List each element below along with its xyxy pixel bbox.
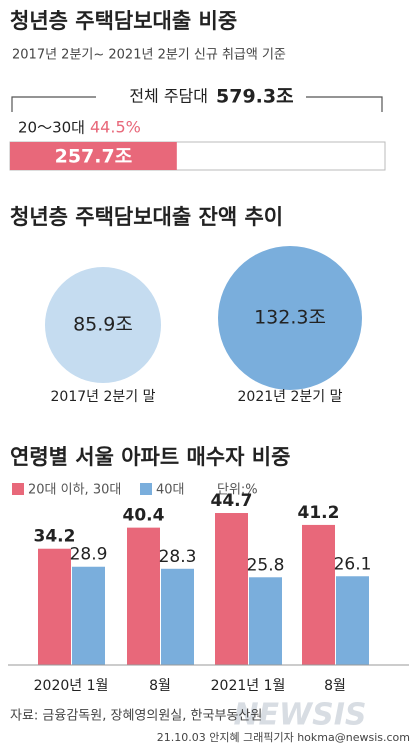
part-bar [10, 142, 177, 170]
proportion-bar: 257.7조 [9, 141, 386, 171]
bubble-category-label: 2017년 2분기 말 [51, 389, 156, 405]
legend-label: 20대 이하, 30대 [28, 483, 121, 498]
bubble-value-label: 85.9조 [73, 314, 133, 336]
bubble [44, 266, 162, 384]
bar [249, 577, 282, 665]
bubble-value-label: 132.3조 [254, 307, 326, 329]
total-value-label: 579.3조 [216, 86, 294, 108]
legend-swatch [12, 483, 24, 495]
chart-subtitle: 2017년 2분기~ 2021년 2분기 신규 취급액 기준 [12, 48, 286, 63]
bar [161, 568, 194, 665]
chart-title: 연령별 서울 아파트 매수자 비중 [10, 445, 290, 469]
x-tick-label: 2021년 1월 [211, 678, 286, 694]
legend-swatch [140, 483, 152, 495]
chart-title: 청년층 주택담보대출 잔액 추이 [10, 205, 283, 229]
share-label: 44.5% [90, 118, 141, 137]
grouped-bars: 20대 이하, 30대 34.2 40.4 44.7 41.2 40대 28.9 28.3 25… [12, 483, 372, 694]
x-tick-label: 8월 [149, 678, 171, 694]
x-tick-label: 8월 [324, 678, 346, 694]
bar-value-label: 41.2 [298, 503, 340, 523]
legend-label: 40대 [156, 483, 185, 498]
x-tick-label: 2020년 1월 [34, 678, 109, 694]
bar [336, 576, 369, 665]
bubbles: 85.9조 2017년 2분기 말 132.3조 2021년 2분기 말 [44, 246, 362, 405]
credit: 21.10.03 안지혜 그래픽기자 hokma@newsis.com [157, 731, 410, 744]
part-label: 20～30대 [18, 119, 85, 137]
bar [215, 513, 248, 665]
bar-value-label: 40.4 [123, 506, 165, 526]
part-value-label: 257.7조 [55, 146, 133, 168]
bar [72, 566, 105, 665]
total-label: 전체 주담대 [129, 87, 208, 106]
label-background [96, 84, 306, 110]
bar-value-label: 28.3 [159, 547, 197, 567]
bar [127, 527, 160, 665]
bar-value-label: 44.7 [211, 491, 253, 511]
unit-label: 단위:% [217, 483, 258, 498]
bar [302, 524, 335, 665]
bar [38, 548, 71, 665]
bar-value-label: 28.9 [70, 545, 108, 565]
bar-value-label: 25.8 [247, 555, 285, 575]
bar-value-label: 26.1 [334, 554, 372, 574]
bubble [218, 246, 362, 390]
chart-title: 청년층 주택담보대출 비중 [10, 9, 237, 33]
watermark: NEWSIS [233, 698, 366, 733]
bubble-category-label: 2021년 2분기 말 [238, 389, 343, 405]
bar-value-label: 34.2 [34, 527, 76, 547]
source: 자료: 금융감독원, 장혜영의원실, 한국부동산원 [10, 709, 262, 724]
